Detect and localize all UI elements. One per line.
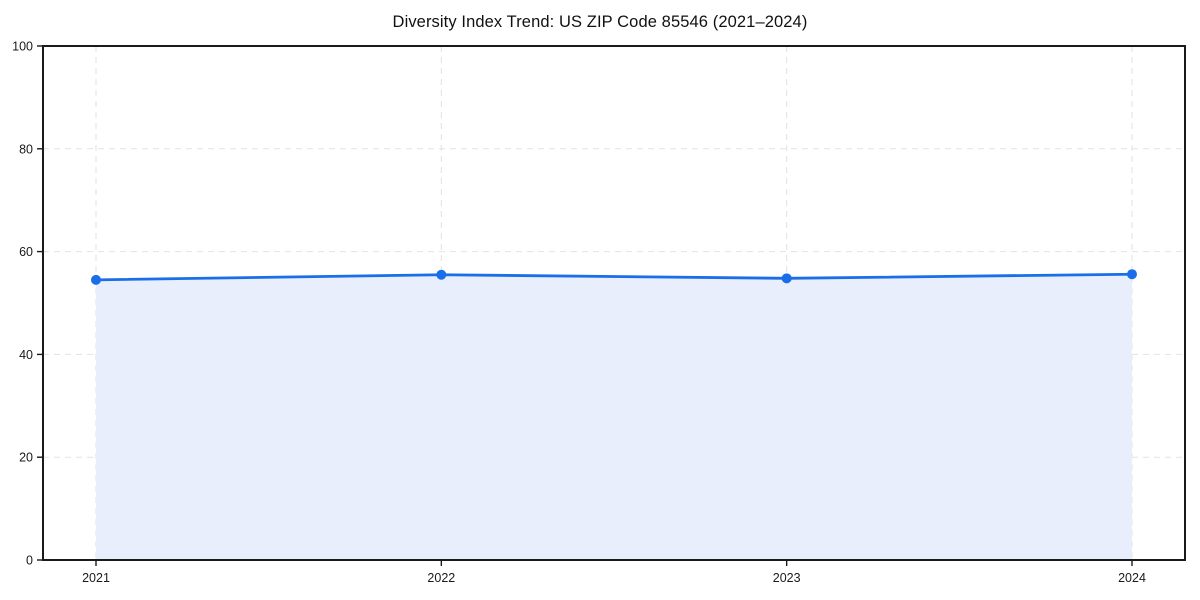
y-tick-label: 20: [19, 451, 33, 465]
x-tick-label: 2023: [773, 571, 801, 585]
area-fill: [96, 274, 1132, 560]
data-point-marker: [91, 274, 101, 285]
data-point-marker: [1127, 269, 1137, 280]
x-tick-label: 2021: [82, 571, 110, 585]
x-tick-label: 2024: [1118, 571, 1146, 585]
y-tick-label: 0: [26, 554, 33, 568]
trend-line: [94, 272, 1134, 282]
x-tick-label: 2022: [427, 571, 455, 585]
y-tick-label: 100: [12, 40, 33, 54]
data-point-marker: [781, 273, 792, 284]
chart-title: Diversity Index Trend: US ZIP Code 85546…: [392, 13, 808, 31]
axis-spine-box: [42, 45, 1186, 561]
y-tick-label: 40: [19, 348, 33, 362]
data-point-marker: [436, 269, 447, 280]
y-tick-label: 80: [19, 142, 33, 156]
y-tick-label: 60: [19, 245, 33, 259]
